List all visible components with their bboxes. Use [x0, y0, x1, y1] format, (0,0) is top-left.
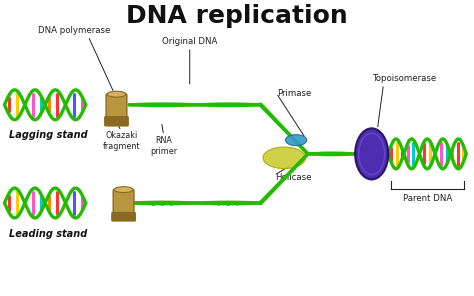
Text: Primase: Primase: [277, 89, 311, 97]
Ellipse shape: [285, 135, 307, 146]
FancyBboxPatch shape: [112, 213, 136, 221]
Text: DNA replication: DNA replication: [126, 4, 348, 28]
Ellipse shape: [107, 91, 126, 97]
FancyBboxPatch shape: [113, 190, 134, 215]
Text: Topoisomerase: Topoisomerase: [373, 74, 437, 83]
Text: Parent DNA: Parent DNA: [402, 194, 452, 203]
Text: Original DNA: Original DNA: [162, 37, 218, 46]
Text: Leading stand: Leading stand: [9, 229, 87, 239]
Text: Okazaki
fragment: Okazaki fragment: [102, 131, 140, 150]
Text: DNA polymerase: DNA polymerase: [38, 26, 110, 35]
FancyBboxPatch shape: [105, 117, 128, 126]
Text: Helicase: Helicase: [275, 173, 311, 182]
Ellipse shape: [263, 147, 306, 169]
Ellipse shape: [355, 128, 388, 179]
Text: Lagging stand: Lagging stand: [9, 130, 88, 140]
Text: RNA
primer: RNA primer: [150, 136, 177, 156]
FancyBboxPatch shape: [106, 94, 127, 119]
Ellipse shape: [114, 187, 133, 193]
